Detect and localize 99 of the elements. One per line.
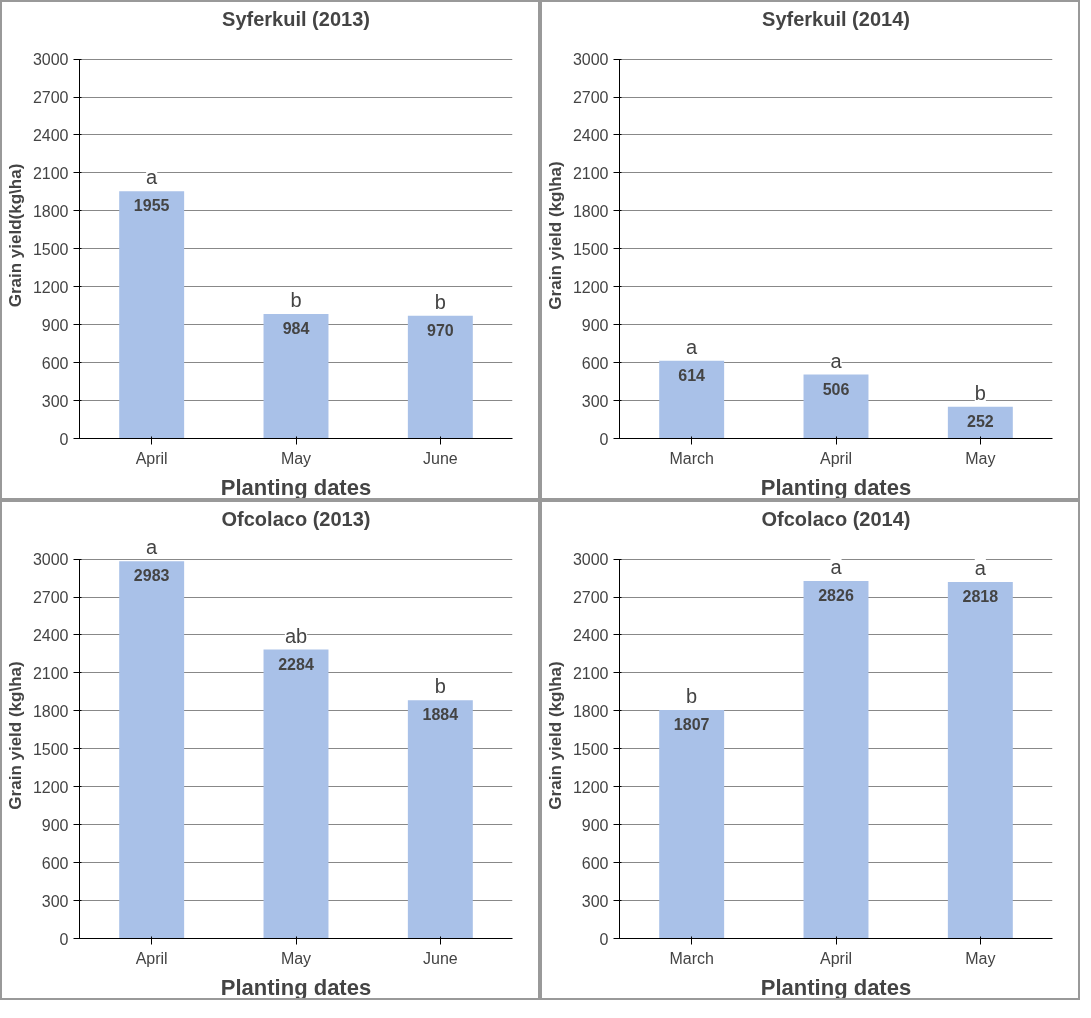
y-tick-label: 300: [581, 392, 609, 410]
y-tick-label: 900: [581, 316, 609, 334]
data-label: 970: [426, 321, 454, 339]
annotation: b: [974, 381, 986, 404]
y-tick-label: 0: [599, 430, 609, 448]
chart-title: Ofcolaco (2014): [761, 507, 911, 530]
annotation: a: [686, 335, 699, 358]
y-tick-label: 600: [581, 354, 609, 372]
y-tick-label: 300: [41, 892, 69, 910]
y-tick-label: 2100: [572, 164, 609, 182]
y-tick-label: 1200: [32, 278, 69, 296]
data-label: 1955: [133, 197, 170, 215]
x-tick-label: June: [422, 449, 458, 467]
y-axis-title: Grain yield (kg\ha): [545, 161, 565, 310]
y-tick-label: 1800: [32, 702, 69, 720]
data-label: 1884: [422, 706, 459, 724]
y-tick-label: 3000: [572, 551, 609, 569]
y-tick-label: 3000: [32, 51, 69, 69]
y-tick-label: 2700: [32, 589, 69, 606]
annotation: a: [146, 536, 159, 559]
y-tick-label: 3000: [32, 551, 69, 569]
y-tick-label: 300: [581, 892, 609, 910]
data-label: 506: [822, 380, 850, 398]
y-tick-label: 1800: [572, 202, 609, 220]
annotation: b: [686, 684, 698, 707]
y-tick-label: 2400: [572, 626, 609, 644]
bar: [263, 649, 329, 939]
y-tick-label: 900: [581, 816, 609, 834]
data-label: 614: [678, 366, 706, 384]
y-tick-label: 2100: [32, 164, 69, 182]
y-tick-label: 2400: [32, 626, 69, 644]
chart-title: Syferkuil (2013): [222, 7, 370, 30]
data-label: 984: [282, 320, 310, 338]
annotation: b: [434, 675, 446, 698]
y-tick-label: 300: [41, 392, 69, 410]
data-label: 2983: [133, 567, 170, 585]
y-tick-label: 2100: [32, 664, 69, 682]
y-tick-label: 0: [59, 930, 69, 948]
bar: [947, 582, 1013, 939]
y-tick-label: 1800: [32, 202, 69, 220]
bar: [263, 314, 329, 439]
y-tick-label: 1500: [572, 240, 609, 258]
y-tick-label: 600: [41, 354, 69, 372]
y-tick-label: 600: [581, 854, 609, 872]
bar: [803, 374, 869, 439]
y-tick-label: 1500: [32, 240, 69, 258]
bar: [407, 315, 473, 439]
y-tick-label: 1800: [572, 702, 609, 720]
y-tick-label: 900: [41, 316, 69, 334]
y-axis-title: Grain yield (kg\ha): [545, 661, 565, 810]
chart-title: Ofcolaco (2013): [221, 507, 371, 530]
y-tick-label: 1200: [32, 778, 69, 796]
x-tick-label: May: [965, 949, 996, 967]
annotation: ab: [284, 624, 308, 647]
x-tick-label: April: [135, 949, 168, 967]
x-tick-label: June: [422, 949, 458, 967]
bar: [119, 191, 185, 439]
y-tick-label: 1500: [32, 740, 69, 758]
x-tick-label: April: [135, 449, 168, 467]
y-tick-label: 1500: [572, 740, 609, 758]
bar: [407, 700, 473, 939]
data-label: 2826: [818, 587, 854, 605]
y-tick-label: 2700: [572, 589, 609, 606]
y-tick-label: 0: [59, 430, 69, 448]
x-tick-label: March: [669, 449, 714, 467]
annotation: a: [830, 349, 843, 372]
y-tick-label: 1200: [572, 778, 609, 796]
y-tick-label: 600: [41, 854, 69, 872]
y-tick-label: 2700: [572, 89, 609, 106]
annotation: b: [290, 289, 302, 312]
data-label: 2284: [278, 655, 314, 673]
y-tick-label: 2700: [32, 89, 69, 106]
data-label: 252: [966, 412, 994, 430]
y-tick-label: 900: [41, 816, 69, 834]
y-tick-label: 3000: [572, 51, 609, 69]
y-tick-label: 0: [599, 930, 609, 948]
y-tick-label: 2400: [572, 126, 609, 144]
bar: [803, 581, 869, 939]
y-tick-label: 2400: [32, 126, 69, 144]
x-tick-label: May: [280, 449, 312, 467]
y-axis-title: Grain yield (kg\ha): [5, 661, 25, 810]
x-tick-label: May: [280, 949, 312, 967]
data-label: 1807: [673, 715, 710, 733]
annotation: a: [146, 166, 159, 189]
y-axis-title: Grain yield(kg\ha): [5, 163, 25, 308]
annotation: b: [434, 290, 446, 313]
chart-title: Syferkuil (2014): [762, 7, 910, 30]
x-tick-label: March: [669, 949, 714, 967]
bar: [659, 360, 725, 439]
x-tick-label: April: [820, 949, 853, 967]
y-tick-label: 2100: [572, 664, 609, 682]
bar: [119, 561, 185, 939]
bar: [659, 709, 725, 939]
y-tick-label: 1200: [572, 278, 609, 296]
x-tick-label: April: [820, 449, 853, 467]
annotation: a: [830, 556, 843, 579]
data-label: 2818: [962, 588, 999, 606]
annotation: a: [974, 557, 987, 580]
x-tick-label: May: [965, 449, 996, 467]
